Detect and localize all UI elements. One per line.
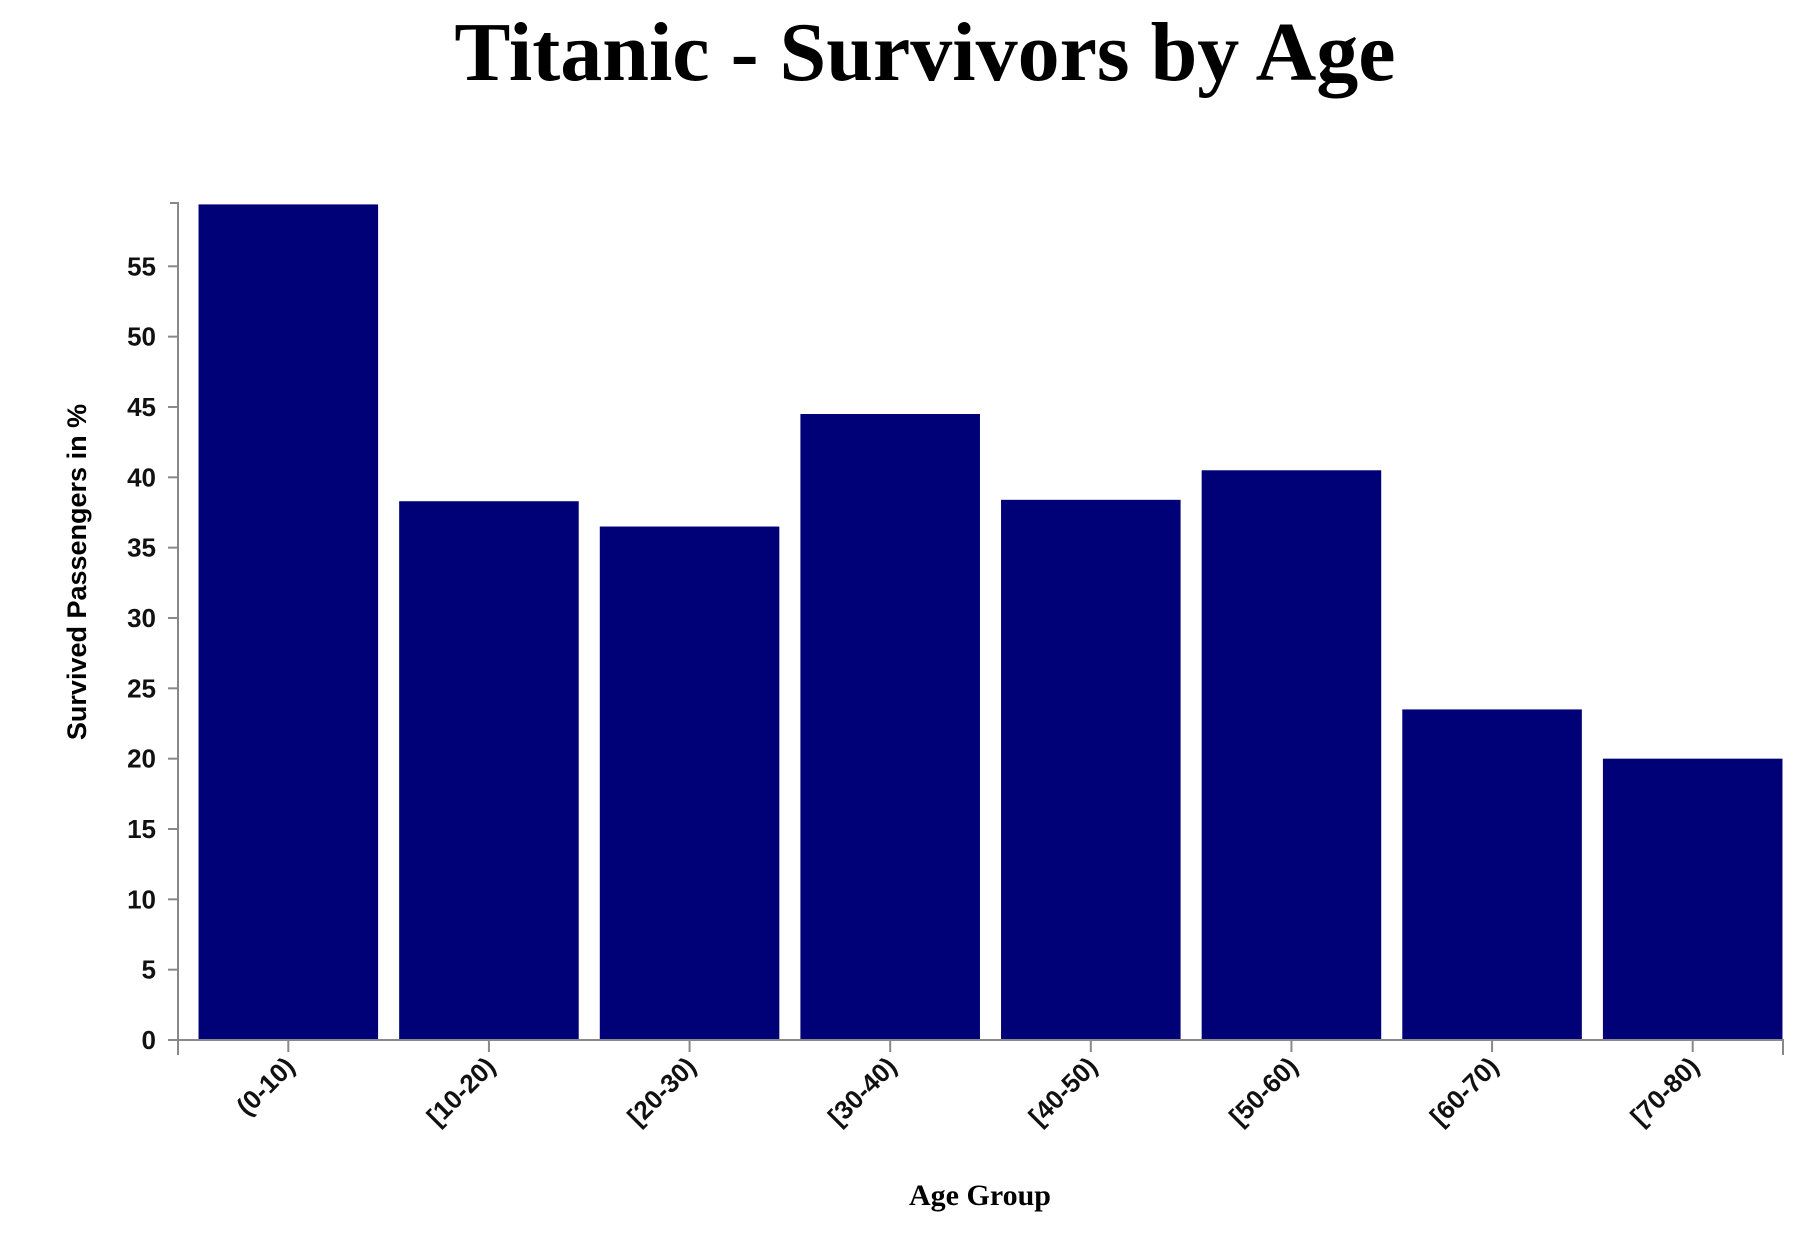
x-tick-label: [50-60) (1223, 1051, 1303, 1131)
y-tick-label: 15 (127, 814, 156, 844)
y-tick-label: 5 (142, 955, 156, 985)
y-tick-label: 20 (127, 744, 156, 774)
bar-0 (198, 204, 379, 1040)
chart-title: Titanic - Survivors by Age (454, 6, 1395, 99)
y-axis-ticks: 0 5 10 15 20 25 30 35 40 45 50 55 (127, 251, 178, 1055)
y-tick-label: 10 (127, 884, 156, 914)
x-tick-label: [20-30) (621, 1051, 701, 1131)
y-axis-label: Survived Passengers in % (62, 404, 92, 740)
x-tick-label: (0-10) (230, 1051, 300, 1121)
y-tick-label: 55 (127, 251, 156, 281)
bar-6 (1402, 709, 1582, 1040)
y-tick-label: 30 (127, 603, 156, 633)
y-tick-label: 35 (127, 533, 156, 563)
x-tick-label: [30-40) (822, 1051, 902, 1131)
x-axis-label: Age Group (909, 1179, 1051, 1212)
bar-3 (800, 414, 980, 1040)
bar-2 (599, 526, 780, 1040)
x-tick-label: [70-80) (1624, 1051, 1704, 1131)
bar-4 (1001, 499, 1181, 1040)
y-tick-label: 40 (127, 462, 156, 492)
y-axis-line (170, 202, 179, 1040)
x-axis-ticks: (0-10) [10-20) [20-30) [30-40) [40-50) [50-60… (230, 1040, 1705, 1132)
y-tick-label: 25 (127, 673, 156, 703)
bar-7 (1602, 758, 1783, 1040)
x-tick-label: [60-70) (1424, 1051, 1504, 1131)
bar-5 (1201, 470, 1382, 1040)
bar-1 (399, 501, 579, 1040)
bars (198, 204, 1783, 1040)
x-axis-line (177, 1039, 1784, 1055)
y-tick-label: 50 (127, 322, 156, 352)
x-tick-label: [40-50) (1023, 1051, 1103, 1131)
y-tick-label: 0 (142, 1025, 156, 1055)
y-tick-label: 45 (127, 392, 156, 422)
x-tick-label: [10-20) (421, 1051, 501, 1131)
